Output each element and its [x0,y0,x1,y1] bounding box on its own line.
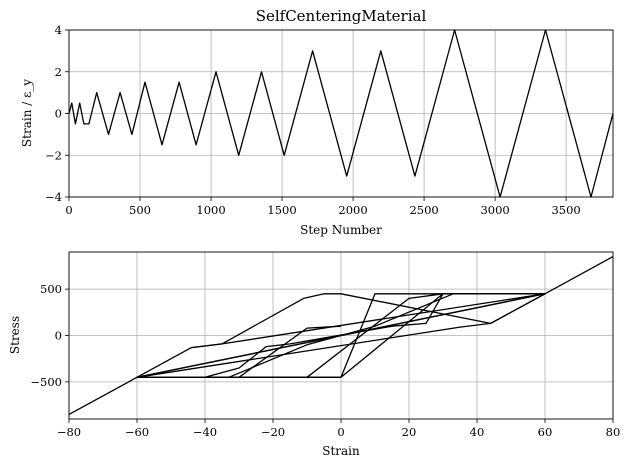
bottom-x-tick-label: 60 [538,425,553,439]
top-x-tick-label: 2000 [338,203,367,217]
bottom-x-tick-label: 40 [470,425,485,439]
bottom-series-line-6 [204,293,444,378]
top-x-tick-label: 1000 [196,203,225,217]
bottom-x-tick-label: 0 [337,425,344,439]
top-x-tick-label: 2500 [409,203,438,217]
top-series-layer [68,29,614,198]
top-x-tick-label: 0 [65,203,72,217]
top-y-axis-label: Strain / ε_y [20,79,34,147]
bottom-x-axis-label: Strain [322,444,360,458]
bottom-series-line-4 [239,293,444,378]
bottom-series-layer [68,256,614,415]
top-tick-layer: 0 500 1000 1500 2000 2500 3000 3500 −4 −2 0 2 4 [45,23,581,217]
bottom-series-line-8 [136,293,546,378]
bottom-x-tick-label: 20 [402,425,417,439]
bottom-y-axis-label: Stress [8,316,22,354]
top-x-tick-label: 500 [129,203,151,217]
top-x-tick-label: 1500 [267,203,296,217]
top-y-tick-label: −4 [45,190,62,204]
top-x-tick-label: 3000 [480,203,509,217]
bottom-chart: −80 −60 −40 −20 0 20 40 60 80 −500 0 500 Strain Str… [8,251,620,458]
top-y-tick-label: 0 [55,107,62,121]
top-x-tick-label: 3500 [551,203,580,217]
bottom-x-tick-label: −60 [125,425,149,439]
top-grid [68,29,613,198]
bottom-x-tick-label: −80 [57,425,81,439]
bottom-series-line-3 [205,293,477,378]
bottom-x-tick-label: −40 [193,425,217,439]
bottom-y-tick-label: −500 [30,375,62,389]
bottom-x-tick-label: 80 [606,425,621,439]
bottom-y-tick-label: 0 [55,329,62,343]
top-chart: SelfCenteringMaterial 0 500 1000 1500 2000 25… [20,7,614,237]
bottom-x-tick-label: −20 [261,425,285,439]
top-chart-title: SelfCenteringMaterial [256,7,427,25]
top-x-axis-label: Step Number [300,223,382,237]
bottom-series-line-9 [136,293,546,378]
bottom-tick-layer: −80 −60 −40 −20 0 20 40 60 80 −500 0 500 [30,282,620,439]
top-y-tick-label: −2 [45,148,62,162]
top-y-tick-label: 4 [55,23,62,37]
top-series-line-0 [68,29,614,198]
bottom-y-tick-label: 500 [40,282,62,296]
top-y-tick-label: 2 [55,65,62,79]
